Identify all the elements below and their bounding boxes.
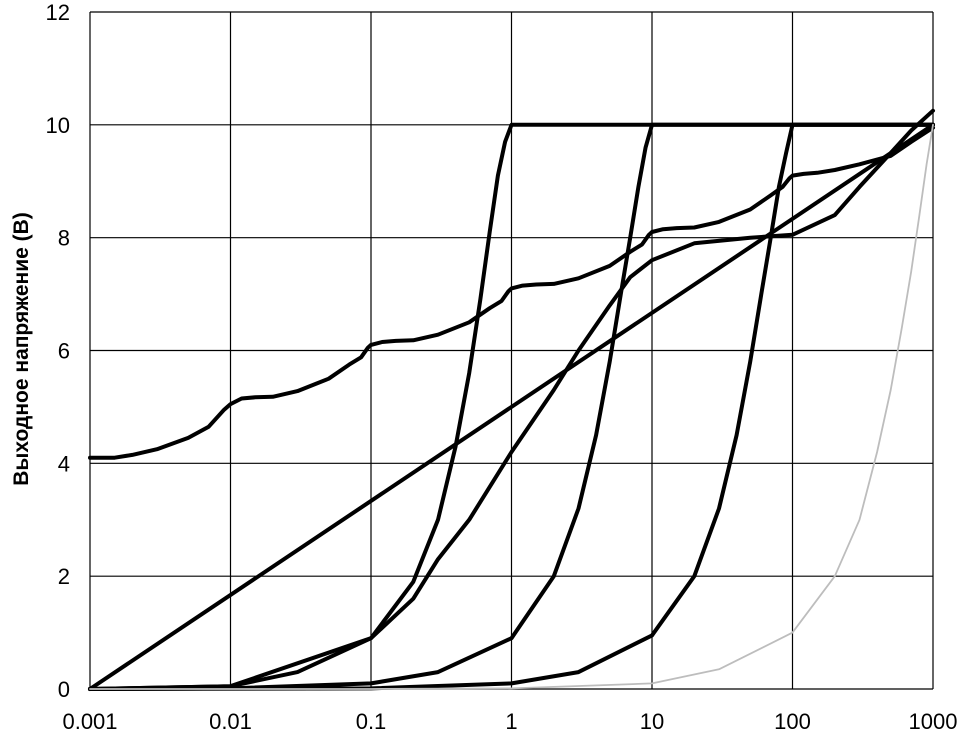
series-line-3 bbox=[88, 122, 935, 691]
y-tick-label: 10 bbox=[46, 113, 70, 138]
x-tick-label: 1 bbox=[505, 709, 517, 734]
y-tick-label: 12 bbox=[46, 0, 70, 25]
x-tick-label: 100 bbox=[774, 709, 811, 734]
x-tick-label: 0.001 bbox=[62, 709, 117, 734]
x-tick-label: 10 bbox=[640, 709, 664, 734]
y-tick-label: 4 bbox=[58, 451, 70, 476]
y-tick-label: 6 bbox=[58, 339, 70, 364]
y-tick-labels: 0 2 4 6 8 10 12 bbox=[46, 0, 70, 702]
x-tick-label: 0.1 bbox=[356, 709, 387, 734]
grid-lines bbox=[89, 11, 934, 690]
series-line-6 bbox=[88, 125, 935, 460]
series-line-5 bbox=[88, 108, 935, 691]
series-line-7 bbox=[89, 123, 934, 690]
series-lines bbox=[88, 108, 935, 691]
x-tick-label: 1000 bbox=[909, 709, 958, 734]
y-tick-label: 2 bbox=[58, 564, 70, 589]
y-tick-label: 0 bbox=[58, 677, 70, 702]
series-line-2 bbox=[88, 122, 935, 691]
y-tick-label: 8 bbox=[58, 226, 70, 251]
series-line-4 bbox=[88, 122, 935, 691]
x-tick-label: 0.01 bbox=[209, 709, 252, 734]
x-tick-labels: 0.001 0.01 0.1 1 10 100 1000 bbox=[62, 709, 957, 734]
y-axis-label: Выходное напряжение (В) bbox=[10, 212, 33, 486]
series-line-1 bbox=[88, 122, 935, 691]
